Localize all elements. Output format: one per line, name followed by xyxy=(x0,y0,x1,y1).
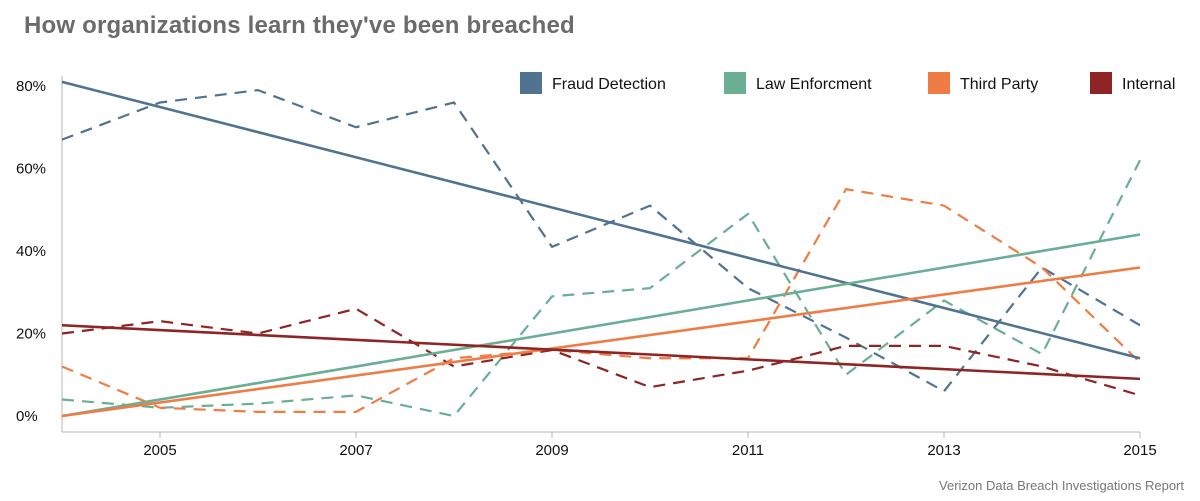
series-line-third-party xyxy=(61,188,1141,413)
axes: 0% 20% 40% 60% 80% 2005 2007 2009 2011 2013 2015 xyxy=(16,76,1157,459)
y-tick-label: 60% xyxy=(16,161,46,178)
source-note: Verizon Data Breach Investigations Repor… xyxy=(939,478,1184,493)
x-tick-label: 2015 xyxy=(1123,442,1156,459)
x-tick-label: 2009 xyxy=(535,442,568,459)
x-tick-label: 2011 xyxy=(732,442,764,459)
legend-swatch-third-party xyxy=(928,72,950,94)
chart-title: How organizations learn they've been bre… xyxy=(24,12,575,39)
series-layer xyxy=(61,80,1141,418)
series-line-law-enforcment xyxy=(61,159,1141,418)
series-line-internal xyxy=(61,307,1141,397)
series-line-fraud-detection xyxy=(61,89,1141,393)
legend-swatch-internal xyxy=(1090,72,1112,94)
trend-line-law-enforcment xyxy=(61,233,1141,418)
legend-swatch-law-enforcment xyxy=(724,72,746,94)
legend-label-third-party: Third Party xyxy=(960,76,1038,93)
trend-line-internal xyxy=(61,323,1141,381)
trend-line-fraud-detection xyxy=(61,80,1141,360)
x-tick-label: 2013 xyxy=(927,442,960,459)
x-tick-label: 2005 xyxy=(143,442,176,459)
y-tick-label: 20% xyxy=(16,326,46,343)
legend-swatch-fraud-detection xyxy=(520,72,542,94)
y-tick-label: 40% xyxy=(16,243,46,260)
legend-label-law-enforcment: Law Enforcment xyxy=(756,76,872,93)
y-tick-label: 0% xyxy=(16,408,38,425)
x-tick-label: 2007 xyxy=(339,442,372,459)
legend-label-fraud-detection: Fraud Detection xyxy=(552,76,666,93)
y-tick-label: 80% xyxy=(16,78,46,95)
legend-label-internal: Internal xyxy=(1122,76,1175,93)
legend: Fraud Detection Law Enforcment Third Party… xyxy=(520,72,1175,94)
trend-line-third-party xyxy=(61,266,1141,418)
